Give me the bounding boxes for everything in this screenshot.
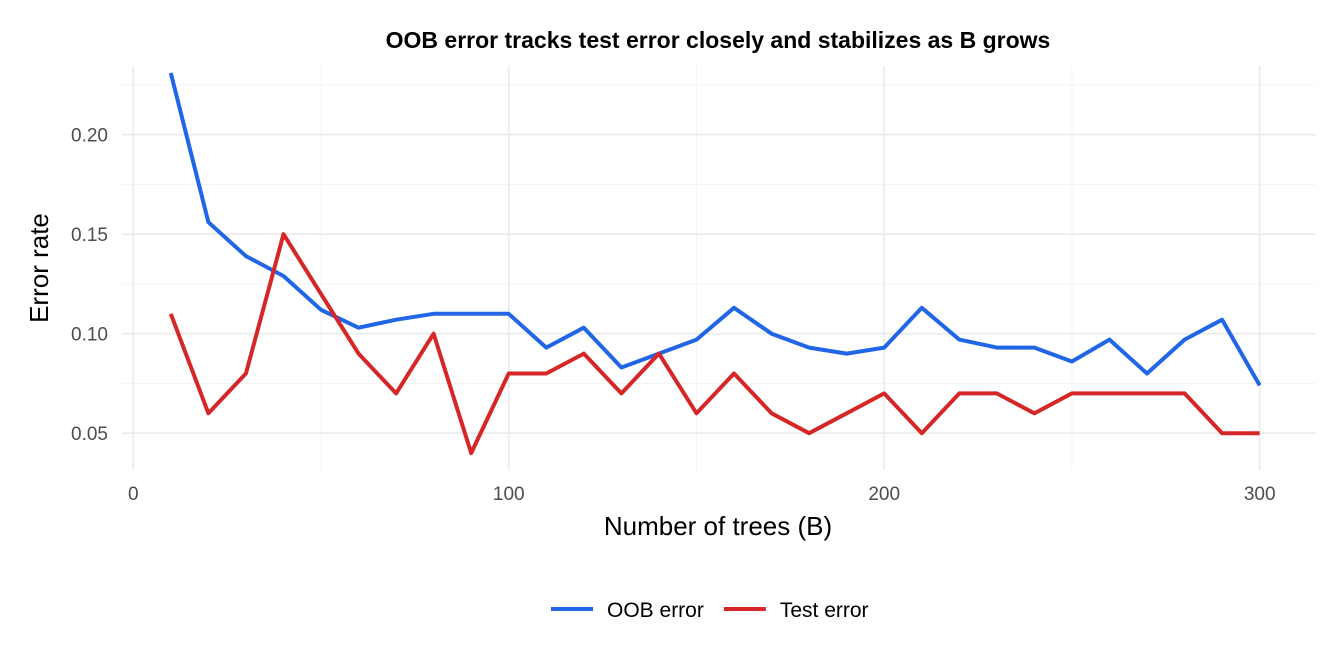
y-tick-label: 0.20 — [71, 126, 108, 147]
legend: OOB error Test error — [551, 599, 869, 622]
series-layer — [168, 72, 1262, 456]
x-tick-label: 0 — [128, 484, 139, 505]
y-axis-title: Error rate — [24, 213, 54, 323]
x-tick-label: 100 — [493, 484, 525, 505]
chart-title: OOB error tracks test error closely and … — [386, 27, 1051, 53]
grid — [122, 66, 1316, 470]
legend-label-oob-error: OOB error — [607, 599, 704, 622]
y-tick-label: 0.10 — [71, 325, 108, 346]
y-axis-ticks: 0.05 0.10 0.15 0.20 — [71, 126, 108, 446]
legend-label-test-error: Test error — [780, 599, 869, 622]
series-line-test-error — [168, 232, 1260, 456]
x-tick-label: 300 — [1244, 484, 1276, 505]
x-axis-title: Number of trees (B) — [604, 511, 832, 541]
x-tick-label: 200 — [868, 484, 900, 505]
legend-item-test-error: Test error — [723, 599, 869, 622]
series-line-oob-error — [168, 72, 1262, 387]
y-tick-label: 0.15 — [71, 225, 108, 246]
x-axis-ticks: 0 100 200 300 — [128, 484, 1276, 505]
y-tick-label: 0.05 — [71, 424, 108, 445]
legend-item-oob-error: OOB error — [551, 599, 704, 622]
